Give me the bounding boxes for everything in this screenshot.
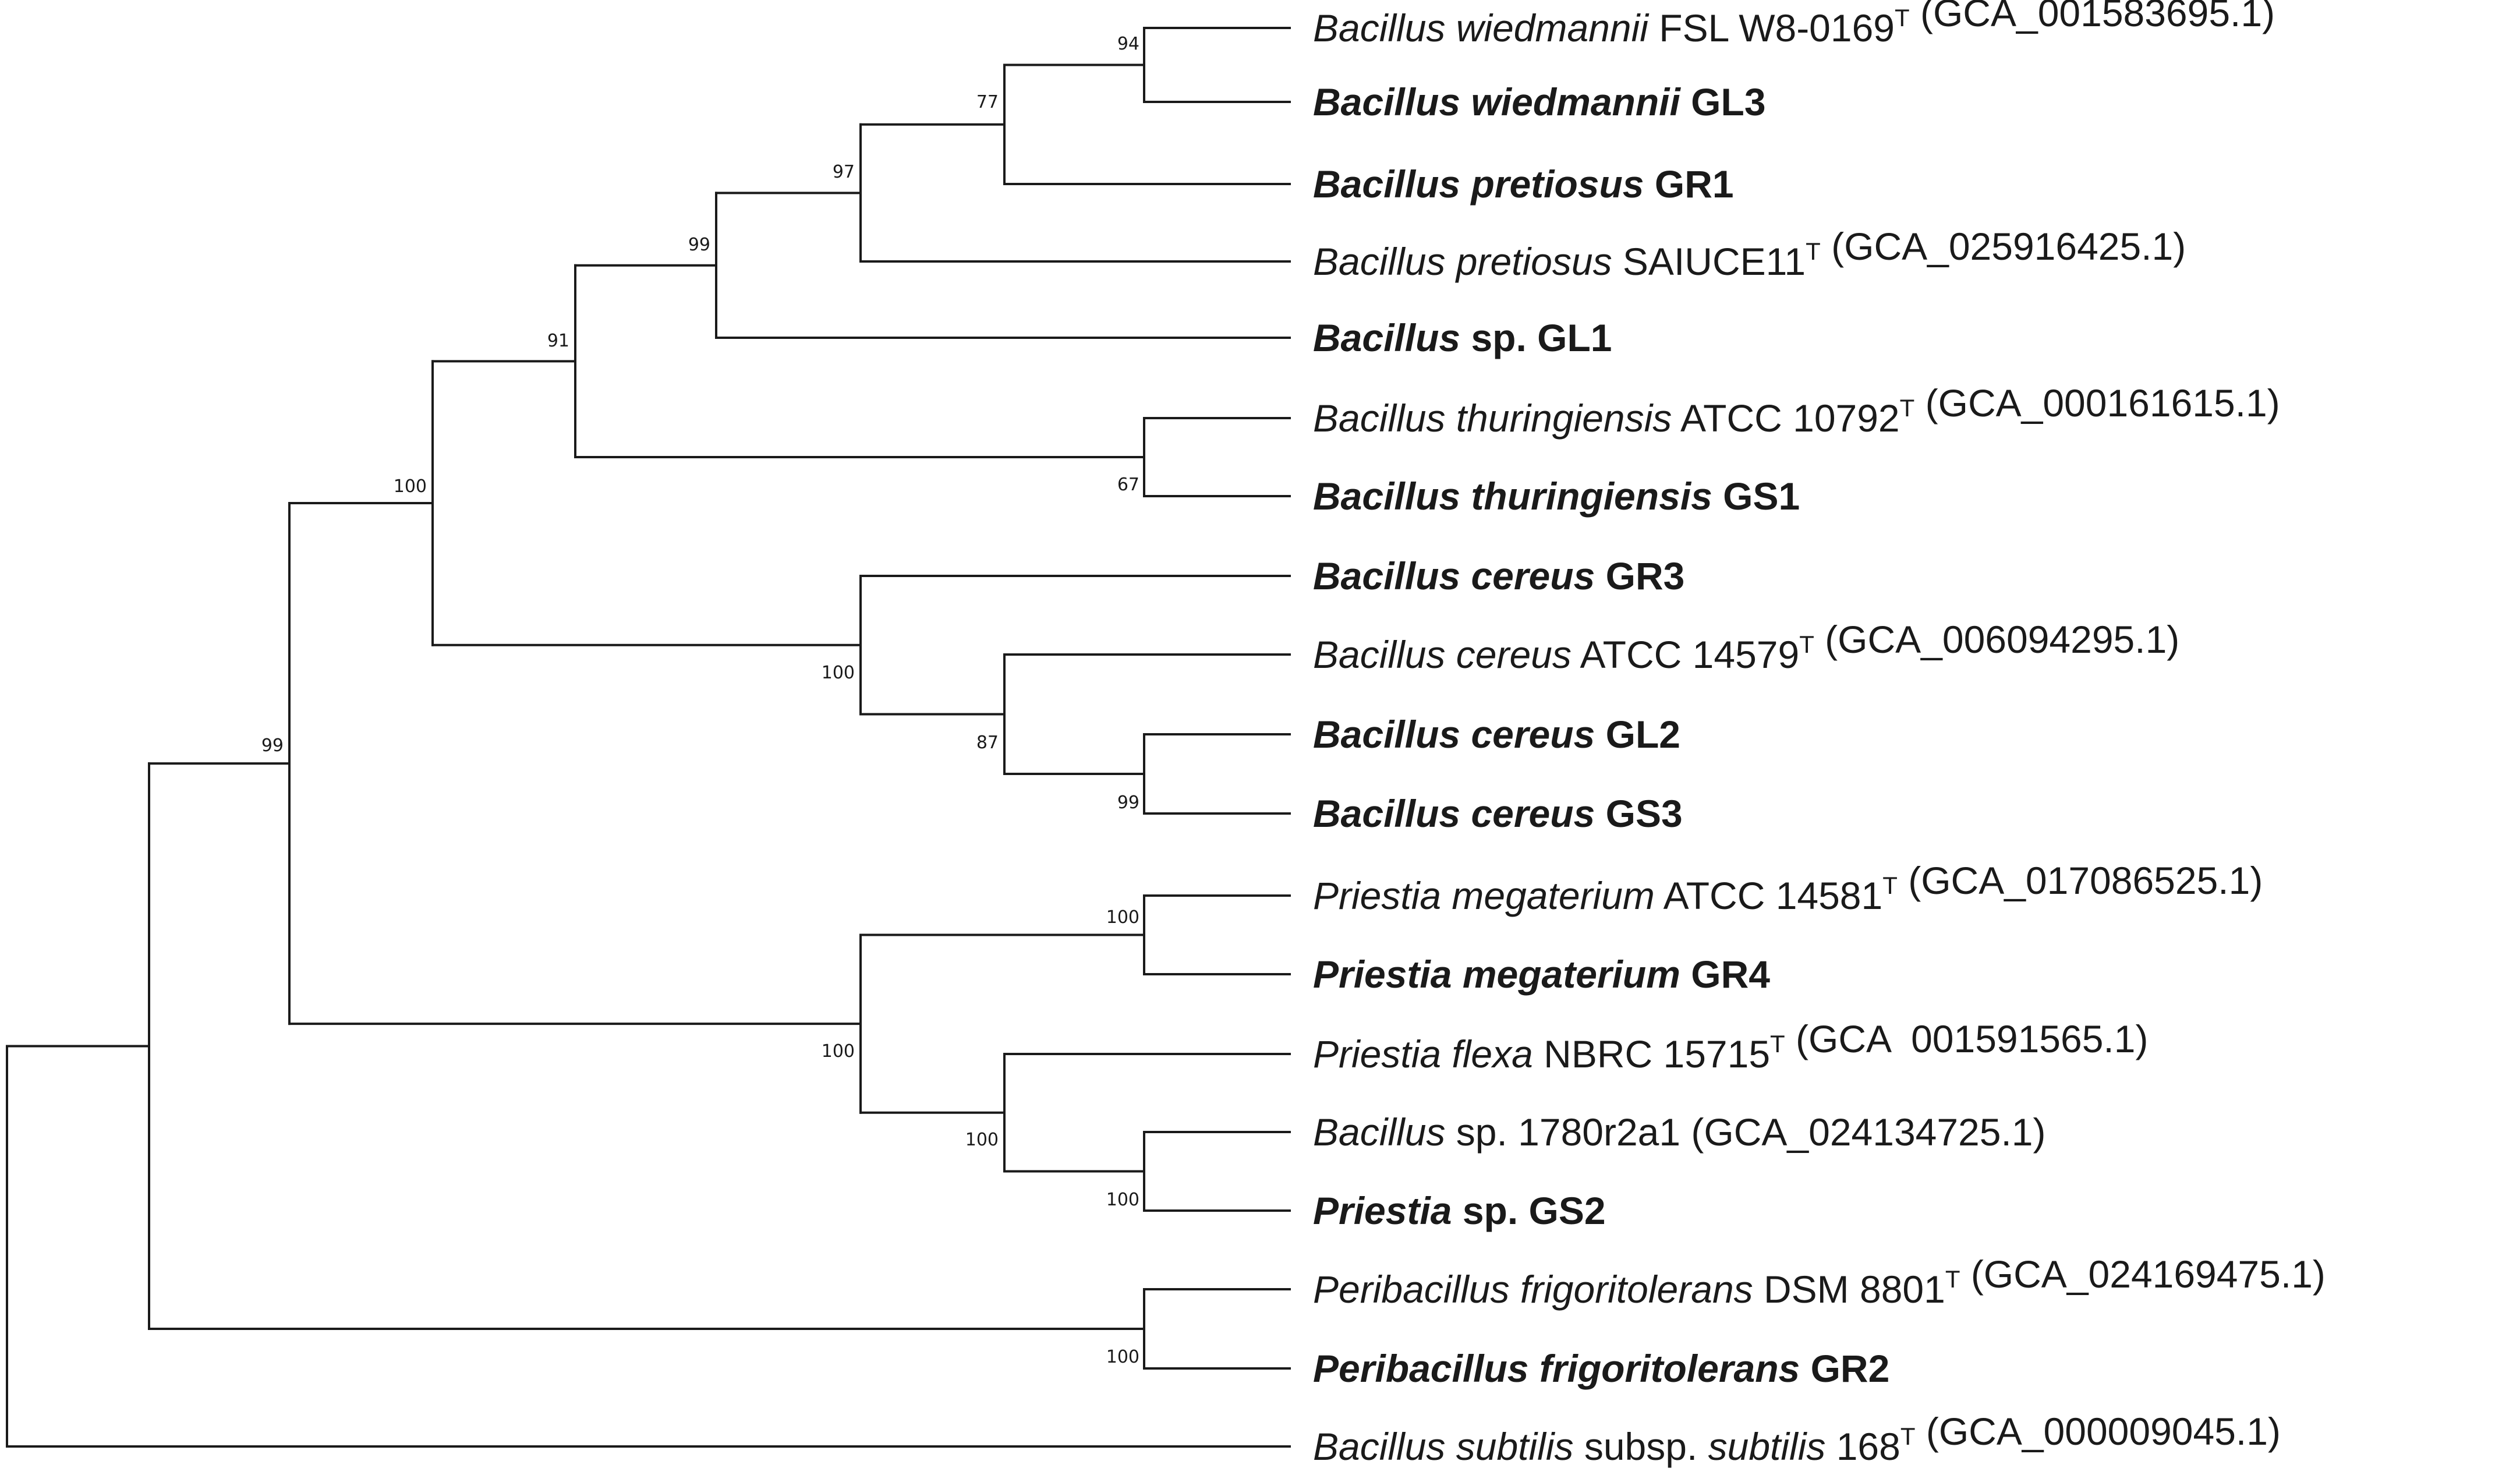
- support-value: 99: [688, 235, 710, 255]
- taxon-label-part: ATCC 10792: [1672, 397, 1899, 440]
- taxon-label-part: GR3: [1595, 554, 1684, 597]
- taxon-label-part: (GCA_000161615.1): [1914, 381, 2280, 425]
- taxon-label-part: 168: [1825, 1425, 1900, 1468]
- taxon-label: Bacillus thuringiensis ATCC 10792T (GCA_…: [1313, 381, 2280, 440]
- taxon-label: Bacillus subtilis subsp. subtilis 168T (…: [1313, 1410, 2281, 1468]
- tree-branches: [6, 27, 1291, 1448]
- taxon-label: Priestia flexa NBRC 15715T (GCA 00159156…: [1313, 1017, 2148, 1076]
- taxon-label-part: Priestia flexa: [1313, 1032, 1533, 1076]
- support-value: 99: [1117, 793, 1139, 813]
- support-value: 91: [547, 331, 569, 351]
- taxon-label-part: Bacillus cereus: [1313, 554, 1595, 597]
- type-strain-mark: T: [1900, 394, 1915, 422]
- taxon-label: Bacillus cereus ATCC 14579T (GCA_0060942…: [1313, 618, 2179, 676]
- taxon-label-part: Bacillus pretiosus: [1313, 162, 1644, 206]
- taxon-label-part: (GCA_024169475.1): [1960, 1253, 2325, 1296]
- taxon-label: Peribacillus frigoritolerans GR2: [1313, 1347, 1889, 1390]
- taxon-label-part: NBRC 15715: [1533, 1032, 1770, 1076]
- taxon-label-part: Bacillus: [1313, 316, 1460, 359]
- support-value: 94: [1117, 34, 1139, 54]
- taxon-label-part: (GCA_000009045.1): [1916, 1410, 2281, 1453]
- taxon-label-part: (GCA_001583695.1): [1910, 0, 2275, 34]
- taxon-label: Priestia megaterium GR4: [1313, 953, 1770, 996]
- taxon-label-part: GL3: [1680, 80, 1766, 123]
- taxon-label-part: (GCA_025916425.1): [1821, 225, 2186, 268]
- taxon-label-part: ATCC 14581: [1655, 874, 1882, 917]
- support-value: 97: [833, 162, 855, 182]
- taxon-label-part: FSL W8-0169: [1648, 6, 1895, 49]
- taxon-label-part: Bacillus wiedmannii: [1313, 6, 1650, 49]
- taxon-label-part: GR2: [1800, 1347, 1889, 1390]
- support-value: 67: [1117, 475, 1139, 495]
- type-strain-mark: T: [1882, 872, 1898, 899]
- taxon-label-part: Bacillus wiedmannii: [1313, 80, 1681, 123]
- taxon-label-part: (GCA_017086525.1): [1898, 859, 2263, 902]
- support-value: 100: [965, 1130, 999, 1150]
- type-strain-mark: T: [1799, 631, 1814, 658]
- support-value: 100: [1106, 1190, 1139, 1210]
- taxon-label-part: Bacillus pretiosus: [1313, 240, 1612, 283]
- taxon-label-part: GL2: [1595, 713, 1680, 756]
- taxon-label: Bacillus pretiosus GR1: [1313, 162, 1734, 206]
- taxon-label-part: SAIUCE11: [1612, 240, 1806, 283]
- taxon-label-part: Bacillus cereus: [1313, 633, 1572, 676]
- taxon-label: Bacillus sp. GL1: [1313, 316, 1612, 359]
- taxon-label-part: Priestia: [1313, 1189, 1452, 1232]
- support-values: 94 77 97 99 67 91 99 87 100 100 100 100 100 100 100 99: [261, 34, 1139, 1367]
- taxon-label-part: Peribacillus frigoritolerans: [1313, 1347, 1800, 1390]
- support-value: 100: [822, 1041, 855, 1062]
- taxon-label: Priestia sp. GS2: [1313, 1189, 1606, 1232]
- taxon-label: Bacillus sp. 1780r2a1 (GCA_024134725.1): [1313, 1110, 2046, 1154]
- taxon-label-part: GR1: [1644, 162, 1734, 206]
- taxon-label-part: sp. GS2: [1452, 1189, 1605, 1232]
- support-value: 100: [394, 476, 427, 497]
- support-value: 100: [1106, 907, 1139, 928]
- taxon-label: Peribacillus frigoritolerans DSM 8801T (…: [1313, 1253, 2326, 1311]
- taxon-labels: Bacillus wiedmannii FSL W8-0169T (GCA_00…: [1313, 0, 2326, 1468]
- taxon-label-part: GR4: [1680, 953, 1770, 996]
- taxon-label-part: Bacillus thuringiensis: [1313, 475, 1712, 518]
- taxon-label-part: subsp.: [1574, 1425, 1708, 1468]
- taxon-label-part: (GCA_006094295.1): [1814, 618, 2179, 661]
- taxon-label-part: Bacillus: [1313, 1110, 1445, 1154]
- taxon-label-part: (GCA 001591565.1): [1785, 1017, 2149, 1060]
- taxon-label: Bacillus thuringiensis GS1: [1313, 475, 1800, 518]
- support-value: 100: [822, 663, 855, 683]
- taxon-label-part: GS3: [1595, 792, 1682, 835]
- taxon-label: Bacillus wiedmannii FSL W8-0169T (GCA_00…: [1313, 0, 2275, 49]
- taxon-label: Bacillus cereus GS3: [1313, 792, 1683, 835]
- type-strain-mark: T: [1806, 238, 1821, 265]
- taxon-label: Bacillus wiedmannii GL3: [1313, 80, 1766, 123]
- taxon-label-part: Bacillus subtilis: [1313, 1425, 1574, 1468]
- taxon-label-part: DSM 8801: [1753, 1268, 1945, 1311]
- taxon-label-part: sp. 1780r2a1 (GCA_024134725.1): [1445, 1110, 2045, 1154]
- taxon-label-part: Priestia megaterium: [1313, 874, 1655, 917]
- type-strain-mark: T: [1900, 1423, 1916, 1450]
- taxon-label-part: subtilis: [1708, 1425, 1826, 1468]
- support-value: 77: [976, 92, 999, 112]
- taxon-label-part: Bacillus thuringiensis: [1313, 397, 1672, 440]
- taxon-label-part: Bacillus cereus: [1313, 792, 1595, 835]
- taxon-label-part: Priestia megaterium: [1313, 953, 1680, 996]
- taxon-label-part: sp. GL1: [1460, 316, 1612, 359]
- taxon-label-part: Peribacillus frigoritolerans: [1313, 1268, 1753, 1311]
- type-strain-mark: T: [1945, 1265, 1960, 1293]
- taxon-label-part: GS1: [1712, 475, 1800, 518]
- taxon-label: Bacillus pretiosus SAIUCE11T (GCA_025916…: [1313, 225, 2186, 283]
- support-value: 100: [1106, 1347, 1139, 1367]
- support-value: 99: [261, 735, 284, 756]
- taxon-label: Bacillus cereus GR3: [1313, 554, 1684, 597]
- support-value: 87: [976, 733, 999, 753]
- taxon-label: Bacillus cereus GL2: [1313, 713, 1680, 756]
- type-strain-mark: T: [1770, 1030, 1785, 1057]
- taxon-label-part: ATCC 14579: [1572, 633, 1799, 676]
- type-strain-mark: T: [1895, 4, 1910, 31]
- taxon-label-part: Bacillus cereus: [1313, 713, 1595, 756]
- taxon-label: Priestia megaterium ATCC 14581T (GCA_017…: [1313, 859, 2263, 917]
